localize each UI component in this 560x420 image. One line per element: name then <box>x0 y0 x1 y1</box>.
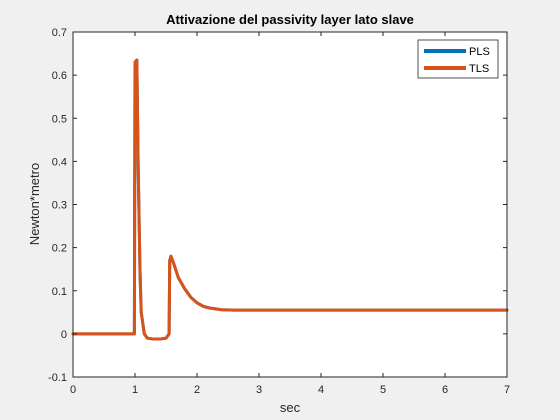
plot-area <box>73 32 507 377</box>
y-tick-label: 0.7 <box>52 27 67 39</box>
chart-title: Attivazione del passivity layer lato sla… <box>166 12 414 27</box>
legend: PLS TLS <box>417 39 499 79</box>
legend-label-tls: TLS <box>469 63 489 75</box>
x-tick-label: 3 <box>256 384 262 396</box>
y-tick-label: 0.2 <box>52 243 67 255</box>
y-tick-label: 0.5 <box>52 113 67 125</box>
x-axis-ticks: 0 1 2 3 4 5 6 7 <box>70 32 510 396</box>
x-tick-label: 0 <box>70 384 76 396</box>
x-axis-label: sec <box>280 400 301 415</box>
y-axis-ticks: -0.1 0 0.1 0.2 0.3 0.4 0.5 0.6 0.7 <box>48 27 507 384</box>
x-tick-label: 6 <box>442 384 448 396</box>
series-line-tls <box>71 58 509 341</box>
series-layer <box>71 58 509 341</box>
y-tick-label: 0.1 <box>52 286 67 298</box>
y-tick-label: 0.4 <box>52 156 67 168</box>
x-tick-label: 7 <box>504 384 510 396</box>
x-tick-label: 2 <box>194 384 200 396</box>
y-tick-label: -0.1 <box>48 372 67 384</box>
legend-label-pls: PLS <box>469 46 490 58</box>
y-axis-label: Newton*metro <box>27 163 42 245</box>
x-tick-label: 4 <box>318 384 324 396</box>
y-tick-label: 0 <box>61 329 67 341</box>
y-tick-label: 0.3 <box>52 200 67 212</box>
y-tick-label: 0.6 <box>52 70 67 82</box>
x-tick-label: 1 <box>132 384 138 396</box>
x-tick-label: 5 <box>380 384 386 396</box>
legend-box <box>417 39 499 79</box>
